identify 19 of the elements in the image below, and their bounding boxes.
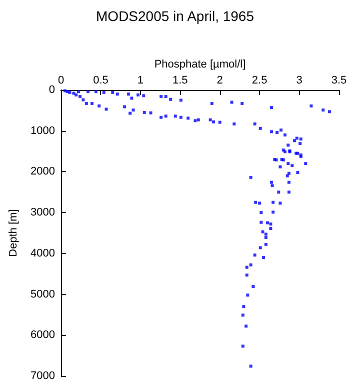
x-tick-label: 0.5 <box>93 74 108 86</box>
x-tick-label: 3.5 <box>331 74 347 86</box>
x-tick-label: 0 <box>58 74 64 86</box>
y-tick-label: 4000 <box>30 247 55 260</box>
y-tick-label: 3000 <box>30 206 55 219</box>
y-tick-label: 2000 <box>30 166 55 178</box>
y-tick-label: 7000 <box>30 370 55 382</box>
x-tick-label: 3 <box>296 74 302 86</box>
y-axis-title: Depth [m] <box>8 209 20 257</box>
x-tick-label: 2 <box>216 74 223 86</box>
y-tick-label: 0 <box>48 84 55 96</box>
x-axis-title: Phosphate [µmol/l] <box>154 58 246 70</box>
y-tick-label: 1000 <box>30 124 55 137</box>
y-tick-label: 6000 <box>30 329 55 342</box>
chart-title: MODS2005 in April, 1965 <box>96 8 254 24</box>
y-tick-label: 5000 <box>30 288 55 300</box>
x-tick-label: 2.5 <box>252 74 268 86</box>
x-tick-label: 1 <box>137 74 144 86</box>
x-tick-label: 1.5 <box>172 74 188 86</box>
